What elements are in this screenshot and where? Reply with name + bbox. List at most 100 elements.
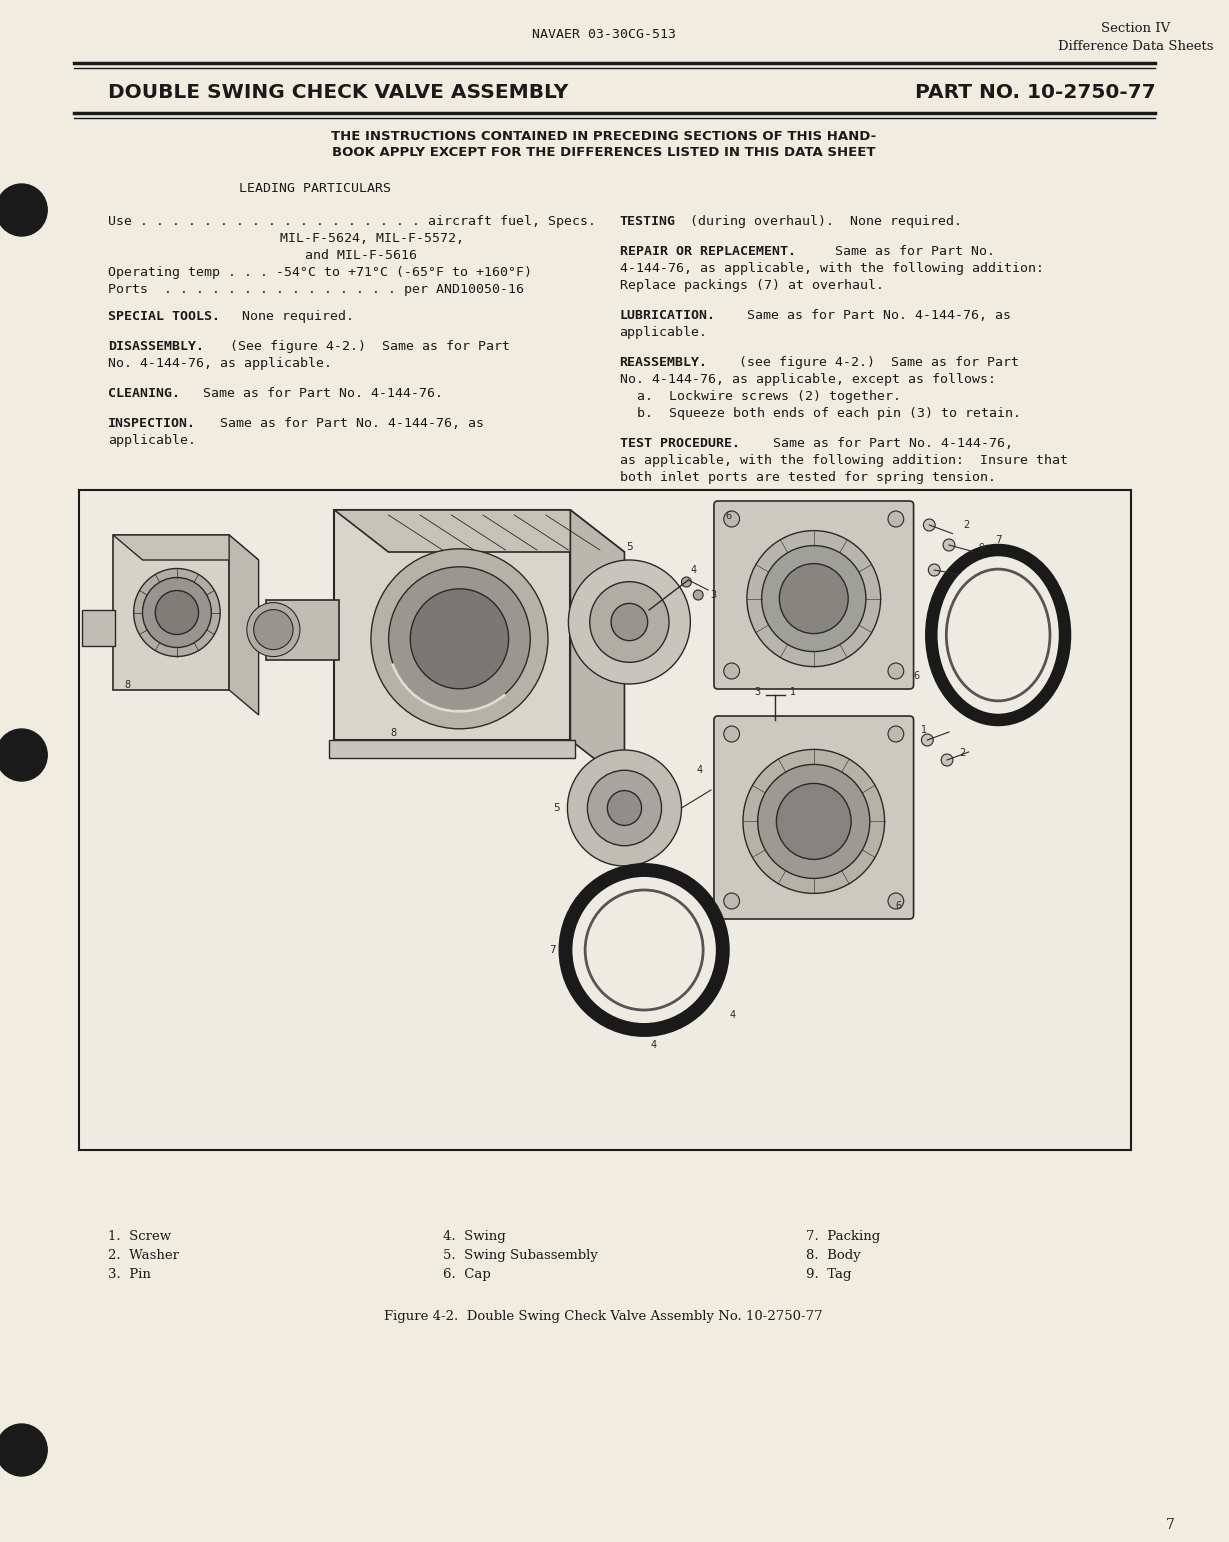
Circle shape [388, 567, 530, 711]
Text: DOUBLE SWING CHECK VALVE ASSEMBLY: DOUBLE SWING CHECK VALVE ASSEMBLY [108, 83, 569, 102]
Text: 4: 4 [651, 1039, 658, 1050]
Text: (during overhaul).  None required.: (during overhaul). None required. [682, 214, 962, 228]
Text: 8: 8 [391, 728, 397, 739]
Text: Same as for Part No. 4-144-76, as: Same as for Part No. 4-144-76, as [731, 308, 1010, 322]
Circle shape [777, 783, 852, 859]
Text: DISASSEMBLY.: DISASSEMBLY. [108, 339, 204, 353]
Circle shape [0, 729, 47, 780]
Text: as applicable, with the following addition:  Insure that: as applicable, with the following additi… [619, 453, 1068, 467]
Circle shape [0, 183, 47, 236]
Circle shape [371, 549, 548, 729]
Circle shape [607, 791, 642, 825]
Circle shape [889, 893, 903, 908]
Bar [113, 535, 229, 689]
Circle shape [568, 749, 682, 867]
Circle shape [724, 726, 740, 742]
Text: BOOK APPLY EXCEPT FOR THE DIFFERENCES LISTED IN THIS DATA SHEET: BOOK APPLY EXCEPT FOR THE DIFFERENCES LI… [332, 146, 875, 159]
Text: No. 4-144-76, as applicable, except as follows:: No. 4-144-76, as applicable, except as f… [619, 373, 995, 386]
Circle shape [724, 893, 740, 908]
Text: 5.  Swing Subassembly: 5. Swing Subassembly [442, 1249, 597, 1261]
Text: 7: 7 [1166, 1517, 1175, 1533]
Text: 9.  Tag: 9. Tag [806, 1268, 852, 1281]
Bar [81, 611, 116, 646]
Text: TESTING: TESTING [619, 214, 676, 228]
Text: 4: 4 [730, 1010, 736, 1019]
Circle shape [253, 609, 293, 649]
Text: 2: 2 [959, 748, 965, 759]
Circle shape [744, 749, 885, 893]
Circle shape [693, 591, 703, 600]
Text: MIL-F-5624, MIL-F-5572,: MIL-F-5624, MIL-F-5572, [280, 231, 465, 245]
Text: Same as for Part No. 4-144-76.: Same as for Part No. 4-144-76. [187, 387, 442, 399]
Text: 6: 6 [726, 510, 732, 521]
Text: 7.  Packing: 7. Packing [806, 1231, 881, 1243]
Text: 4: 4 [697, 765, 702, 776]
Text: Replace packings (7) at overhaul.: Replace packings (7) at overhaul. [619, 279, 884, 291]
Text: Same as for Part No.: Same as for Part No. [820, 245, 995, 258]
Text: LUBRICATION.: LUBRICATION. [619, 308, 715, 322]
FancyBboxPatch shape [714, 501, 913, 689]
Text: 4-144-76, as applicable, with the following addition:: 4-144-76, as applicable, with the follow… [619, 262, 1043, 274]
Bar [334, 510, 570, 740]
Circle shape [0, 1423, 47, 1476]
Text: REPAIR OR REPLACEMENT.: REPAIR OR REPLACEMENT. [619, 245, 795, 258]
Text: 4: 4 [691, 564, 697, 575]
Circle shape [747, 530, 881, 666]
Text: (see figure 4-2.)  Same as for Part: (see figure 4-2.) Same as for Part [723, 356, 1019, 369]
Text: TEST PROCEDURE.: TEST PROCEDURE. [619, 436, 740, 450]
Text: Figure 4-2.  Double Swing Check Valve Assembly No. 10-2750-77: Figure 4-2. Double Swing Check Valve Ass… [385, 1311, 823, 1323]
Text: Difference Data Sheets: Difference Data Sheets [1058, 40, 1213, 52]
Text: 2.  Washer: 2. Washer [108, 1249, 179, 1261]
Bar [79, 490, 1131, 1150]
Circle shape [682, 577, 692, 588]
Text: REASSEMBLY.: REASSEMBLY. [619, 356, 708, 369]
Text: Use . . . . . . . . . . . . . . . . . . aircraft fuel, Specs.: Use . . . . . . . . . . . . . . . . . . … [108, 214, 596, 228]
Circle shape [762, 546, 866, 652]
Circle shape [923, 520, 935, 530]
Text: 3: 3 [710, 591, 717, 600]
Polygon shape [113, 535, 258, 560]
Text: LEADING PARTICULARS: LEADING PARTICULARS [238, 182, 391, 194]
Circle shape [889, 510, 903, 527]
Text: 9: 9 [978, 543, 984, 554]
Polygon shape [570, 510, 624, 782]
Bar [265, 600, 339, 660]
Text: INSPECTION.: INSPECTION. [108, 416, 197, 430]
Text: applicable.: applicable. [108, 433, 197, 447]
Text: CLEANING.: CLEANING. [108, 387, 181, 399]
Text: 6: 6 [913, 671, 919, 682]
Text: 1: 1 [790, 688, 796, 697]
Text: 2: 2 [964, 520, 970, 530]
Polygon shape [229, 535, 258, 715]
Text: b.  Squeeze both ends of each pin (3) to retain.: b. Squeeze both ends of each pin (3) to … [638, 407, 1021, 419]
Text: 3.  Pin: 3. Pin [108, 1268, 151, 1281]
Circle shape [587, 771, 661, 845]
Text: SPECIAL TOOLS.: SPECIAL TOOLS. [108, 310, 220, 322]
Circle shape [889, 663, 903, 678]
Text: 8.  Body: 8. Body [806, 1249, 862, 1261]
Circle shape [779, 563, 848, 634]
Polygon shape [334, 510, 624, 552]
Circle shape [922, 734, 933, 746]
Text: 6.  Cap: 6. Cap [442, 1268, 490, 1281]
Text: None required.: None required. [226, 310, 354, 322]
Text: Same as for Part No. 4-144-76,: Same as for Part No. 4-144-76, [757, 436, 1013, 450]
Circle shape [568, 560, 691, 685]
Text: 1.  Screw: 1. Screw [108, 1231, 171, 1243]
Text: Ports  . . . . . . . . . . . . . . . per AND10050-16: Ports . . . . . . . . . . . . . . . per … [108, 284, 525, 296]
Circle shape [889, 726, 903, 742]
Text: 7: 7 [549, 945, 556, 954]
Circle shape [724, 510, 740, 527]
Text: Same as for Part No. 4-144-76, as: Same as for Part No. 4-144-76, as [204, 416, 483, 430]
Text: 7: 7 [994, 535, 1002, 544]
Text: PART NO. 10-2750-77: PART NO. 10-2750-77 [914, 83, 1155, 102]
Bar [329, 740, 575, 759]
Circle shape [590, 581, 669, 663]
Text: 4.  Swing: 4. Swing [442, 1231, 505, 1243]
Text: NAVAER 03-30CG-513: NAVAER 03-30CG-513 [532, 28, 676, 42]
Circle shape [943, 540, 955, 550]
Text: and MIL-F-5616: and MIL-F-5616 [305, 248, 417, 262]
Text: THE INSTRUCTIONS CONTAINED IN PRECEDING SECTIONS OF THIS HAND-: THE INSTRUCTIONS CONTAINED IN PRECEDING … [331, 130, 876, 142]
Circle shape [247, 603, 300, 657]
Circle shape [928, 564, 940, 577]
